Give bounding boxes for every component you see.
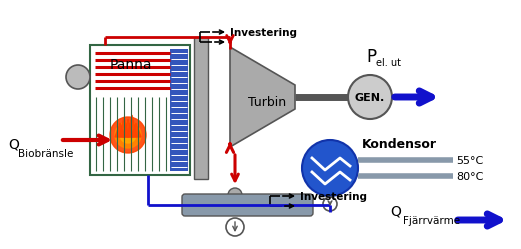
Circle shape [348, 75, 392, 119]
Circle shape [66, 65, 90, 89]
Circle shape [226, 218, 244, 236]
Text: P: P [366, 48, 376, 66]
Text: GEN.: GEN. [355, 93, 385, 103]
Polygon shape [115, 123, 125, 137]
Text: el. ut: el. ut [376, 58, 401, 68]
Text: Q: Q [8, 137, 19, 151]
Text: Panna: Panna [110, 58, 152, 72]
Text: Fjärrvärme: Fjärrvärme [403, 216, 460, 226]
Text: Biobränsle: Biobränsle [18, 149, 73, 159]
Text: Investering: Investering [230, 28, 297, 38]
Polygon shape [131, 123, 141, 137]
Text: 80°C: 80°C [456, 172, 483, 182]
Polygon shape [119, 117, 129, 137]
Circle shape [228, 188, 242, 202]
Text: Turbin: Turbin [248, 96, 286, 109]
Circle shape [115, 122, 141, 148]
Circle shape [110, 117, 146, 153]
Circle shape [120, 127, 136, 143]
Bar [194, 37, 208, 179]
FancyBboxPatch shape [182, 194, 313, 216]
Text: 55°C: 55°C [456, 156, 483, 166]
Circle shape [302, 140, 358, 196]
Text: Investering: Investering [300, 192, 367, 202]
Bar [170, 49, 188, 171]
Polygon shape [127, 115, 137, 137]
Text: Kondensor: Kondensor [362, 138, 437, 151]
Text: Q: Q [390, 204, 401, 218]
Circle shape [323, 197, 337, 211]
Polygon shape [230, 47, 295, 147]
Bar [90, 45, 190, 175]
Polygon shape [123, 119, 133, 137]
